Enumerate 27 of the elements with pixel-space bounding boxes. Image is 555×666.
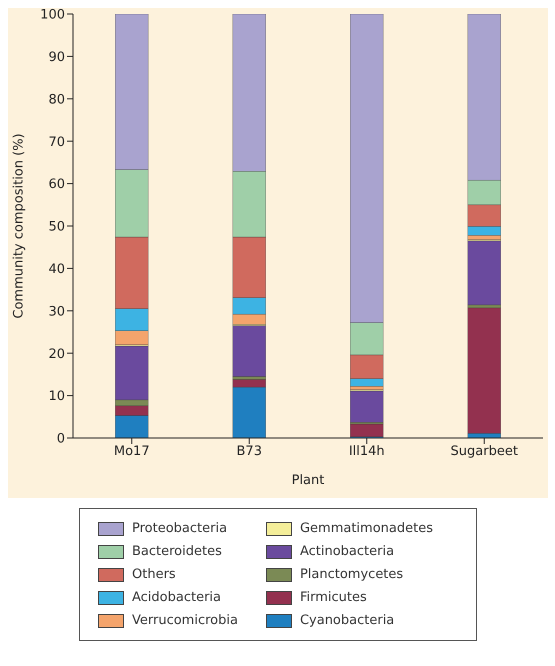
y-tick-label: 20 [48, 346, 65, 362]
x-tick-label: B73 [236, 444, 262, 460]
y-axis-title: Community composition (%) [12, 133, 27, 319]
y-tick-label: 10 [48, 389, 65, 404]
y-tick-label: 80 [48, 92, 65, 108]
y-tick-label: 40 [48, 262, 65, 278]
y-tick-label: 60 [48, 177, 65, 192]
y-tick-label: 100 [40, 8, 65, 23]
legend-label: Gemmatimonadetes [300, 521, 433, 536]
legend-label: Acidobacteria [132, 590, 222, 605]
y-tick-label: 30 [48, 304, 65, 320]
y-tick-label: 50 [48, 220, 65, 235]
x-tick-label: Ill14h [348, 444, 385, 460]
legend-label: Cyanobacteria [300, 613, 394, 628]
x-axis-title: Plant [292, 473, 324, 488]
legend-label: Actinobacteria [300, 544, 394, 559]
legend-label: Others [132, 567, 176, 582]
y-tick-label: 0 [56, 432, 65, 447]
legend-label: Firmicutes [300, 590, 367, 605]
legend-label: Planctomycetes [300, 567, 404, 582]
legend-label: Bacteroidetes [132, 544, 222, 559]
y-tick-label: 70 [48, 134, 65, 150]
x-tick-label: Mo17 [114, 444, 150, 460]
x-tick-label: Sugarbeet [450, 444, 518, 460]
y-tick-label: 90 [48, 50, 65, 66]
legend-label: Proteobacteria [132, 521, 228, 536]
legend-label: Verrucomicrobia [132, 613, 238, 628]
